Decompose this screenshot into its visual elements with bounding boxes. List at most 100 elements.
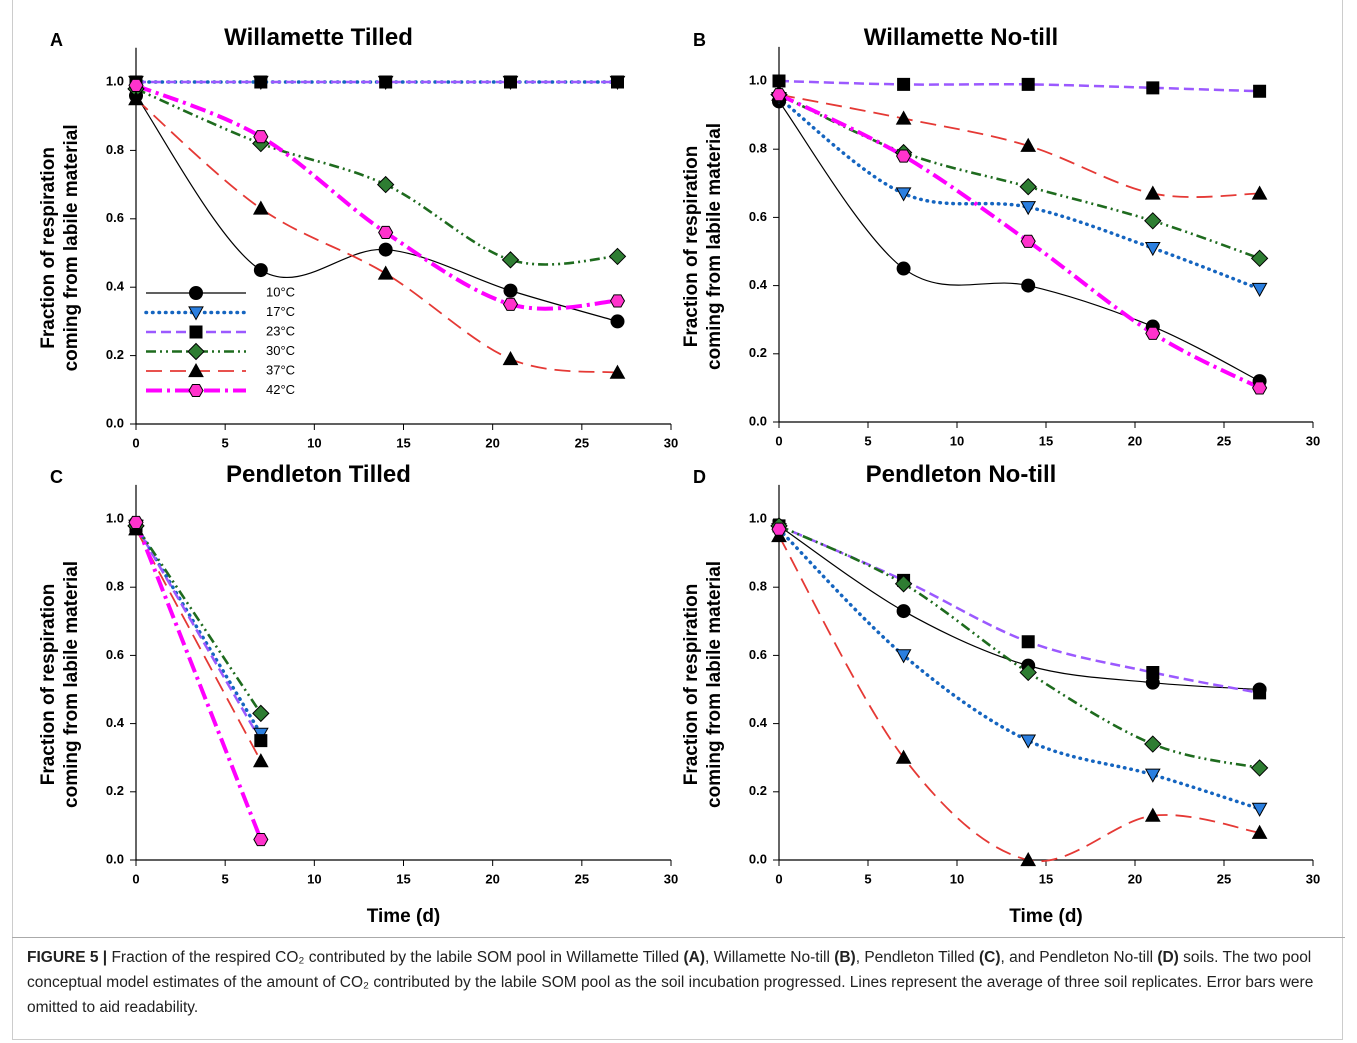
legend-label: 30°C — [266, 343, 295, 358]
marker — [252, 753, 269, 768]
marker — [189, 325, 203, 339]
marker — [1020, 234, 1036, 248]
x-tick-label: 0 — [132, 871, 139, 886]
panel-letter: C — [50, 467, 63, 487]
legend-label: 10°C — [266, 284, 295, 299]
marker — [252, 704, 270, 723]
marker — [501, 251, 520, 269]
marker — [188, 306, 204, 321]
y-axis-label: Fraction of respiration — [681, 584, 702, 786]
caption-text: (C) — [978, 949, 1001, 966]
marker — [896, 604, 911, 619]
legend: 10°C 17°C 23°C 30°C 37°C 42°C — [144, 284, 295, 398]
y-tick-label: 0.0 — [749, 851, 767, 866]
caption-text: (B) — [834, 949, 856, 966]
y-tick-label: 1.0 — [749, 72, 767, 87]
marker — [894, 575, 913, 593]
marker — [1253, 686, 1267, 700]
series-line — [777, 527, 1262, 811]
y-tick-label: 0.6 — [749, 209, 767, 224]
y-axis-label: Fraction of respiration — [38, 584, 59, 786]
y-axis-label: coming from labile material — [61, 124, 82, 371]
marker — [188, 383, 204, 398]
series-line — [778, 92, 1261, 390]
marker — [1250, 759, 1269, 777]
marker — [1253, 84, 1267, 98]
y-axis-label: coming from labile material — [704, 561, 725, 808]
marker — [895, 110, 912, 125]
series-line — [135, 87, 618, 266]
series-line — [777, 96, 1262, 291]
marker — [376, 175, 395, 194]
marker — [502, 350, 519, 366]
x-tick-label: 10 — [307, 435, 321, 450]
marker — [128, 91, 144, 106]
series-line — [134, 525, 262, 742]
marker — [188, 362, 204, 378]
marker — [609, 294, 626, 308]
marker — [1019, 178, 1037, 196]
x-tick-label: 25 — [575, 435, 589, 450]
marker — [608, 247, 627, 266]
marker — [1251, 282, 1268, 298]
series-line — [135, 98, 618, 374]
marker — [1020, 137, 1037, 152]
marker — [128, 515, 144, 529]
y-tick-label: 1.0 — [106, 73, 124, 88]
panel: A Willamette Tilled Fraction of respiratio… — [38, 24, 678, 450]
marker — [1145, 326, 1161, 340]
x-tick-label: 20 — [1128, 871, 1142, 886]
y-tick-label: 0.6 — [106, 647, 124, 662]
marker — [377, 265, 394, 280]
panel: B Willamette No-till Fraction of respirati… — [681, 24, 1320, 448]
marker — [897, 77, 911, 91]
caption-text: , Pendleton Tilled — [855, 949, 979, 966]
y-axis-label: coming from labile material — [61, 561, 82, 808]
marker — [895, 649, 912, 664]
marker — [1144, 212, 1162, 230]
series-line — [778, 93, 1260, 198]
marker — [896, 149, 912, 163]
chart-title: Pendleton Tilled — [226, 461, 411, 488]
legend-label: 23°C — [266, 323, 295, 338]
marker — [502, 297, 519, 311]
marker — [1251, 802, 1268, 817]
y-tick-label: 0.4 — [749, 277, 768, 292]
marker — [1144, 807, 1161, 822]
caption-label: FIGURE 5 | — [27, 949, 108, 966]
x-tick-label: 5 — [864, 871, 871, 886]
marker — [1020, 201, 1037, 216]
legend-label: 42°C — [266, 382, 295, 397]
panel-letter: A — [50, 30, 63, 50]
marker — [1144, 241, 1161, 257]
figure-frame — [12, 0, 1343, 1040]
x-tick-label: 30 — [664, 871, 678, 886]
marker — [378, 242, 393, 257]
caption-text: , Willamette No-till — [705, 949, 835, 966]
series-line — [134, 521, 263, 841]
x-tick-label: 25 — [575, 871, 589, 886]
marker — [771, 88, 787, 102]
marker — [189, 286, 203, 300]
marker — [1144, 768, 1161, 783]
caption: FIGURE 5 | Fraction of the respired CO₂ … — [27, 945, 1332, 1020]
x-tick-label: 5 — [864, 433, 871, 448]
marker — [1144, 735, 1162, 753]
series-line — [134, 525, 262, 715]
y-tick-label: 0.2 — [749, 345, 767, 360]
x-tick-label: 15 — [396, 435, 410, 450]
series-line — [778, 101, 1260, 382]
x-tick-label: 20 — [485, 435, 499, 450]
y-tick-label: 0.0 — [106, 851, 124, 866]
marker — [504, 75, 517, 89]
marker — [1251, 824, 1268, 839]
x-tick-label: 25 — [1217, 871, 1231, 886]
marker — [771, 522, 787, 536]
figure: A Willamette Tilled Fraction of respiratio… — [38, 24, 1320, 927]
y-tick-label: 1.0 — [749, 510, 767, 525]
y-tick-label: 0.8 — [106, 142, 124, 157]
x-tick-label: 5 — [222, 871, 229, 886]
caption-rule — [12, 937, 1345, 938]
x-tick-label: 10 — [307, 871, 321, 886]
series-line — [778, 93, 1261, 260]
